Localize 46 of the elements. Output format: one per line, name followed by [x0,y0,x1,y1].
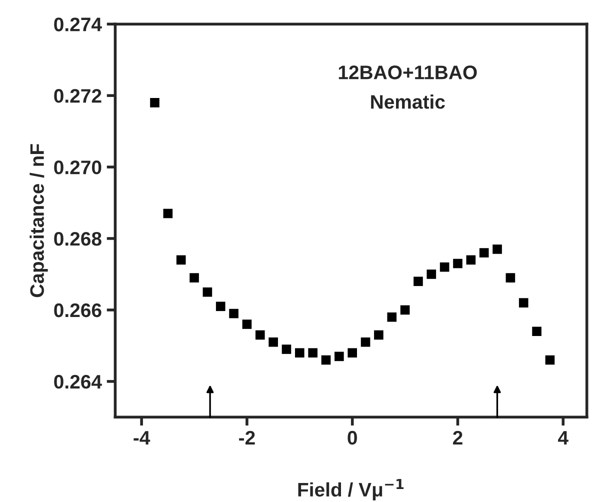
point [176,255,186,265]
point [190,273,199,282]
point [321,355,331,365]
point [216,302,226,312]
point [466,255,476,265]
point [426,270,436,279]
y-tick-label: 0.272 [54,89,102,103]
point [532,326,542,336]
y-tick-label: 0.264 [54,374,102,389]
point [492,244,502,254]
point [518,298,528,308]
point [440,262,450,272]
point [374,330,384,340]
point [387,312,397,322]
point [163,208,173,218]
point [282,344,292,354]
annotation: Nematic [371,94,445,109]
point [479,248,489,258]
x-tick-label: 4 [558,431,568,444]
point [202,287,212,297]
point [400,305,410,315]
point [453,258,462,268]
x-tick-label: 2 [453,430,462,444]
y-tick-label: 0.268 [54,232,102,246]
point [545,355,555,365]
y-tick-label: 0.266 [54,303,102,318]
y-tick-label: 0.270 [54,160,102,174]
point [360,337,370,347]
point [150,98,160,108]
point [506,273,516,282]
annotation: 12BAO+11BAO [338,66,477,80]
point [268,337,278,347]
point [414,276,423,286]
point [229,308,238,318]
x-tick-label: -2 [239,430,255,444]
point [334,352,344,362]
point [348,348,358,358]
point [295,348,304,358]
x-tick-label: 0 [348,430,357,445]
x-tick-label: -4 [134,431,150,444]
point [242,320,252,329]
y-axis-title: Capacitance / nF [30,144,48,298]
x-axis-title: Field / Vμ$^{−1}$ [298,479,404,500]
y-tick-label: 0.274 [54,18,102,32]
point [255,330,265,340]
point [308,348,318,358]
